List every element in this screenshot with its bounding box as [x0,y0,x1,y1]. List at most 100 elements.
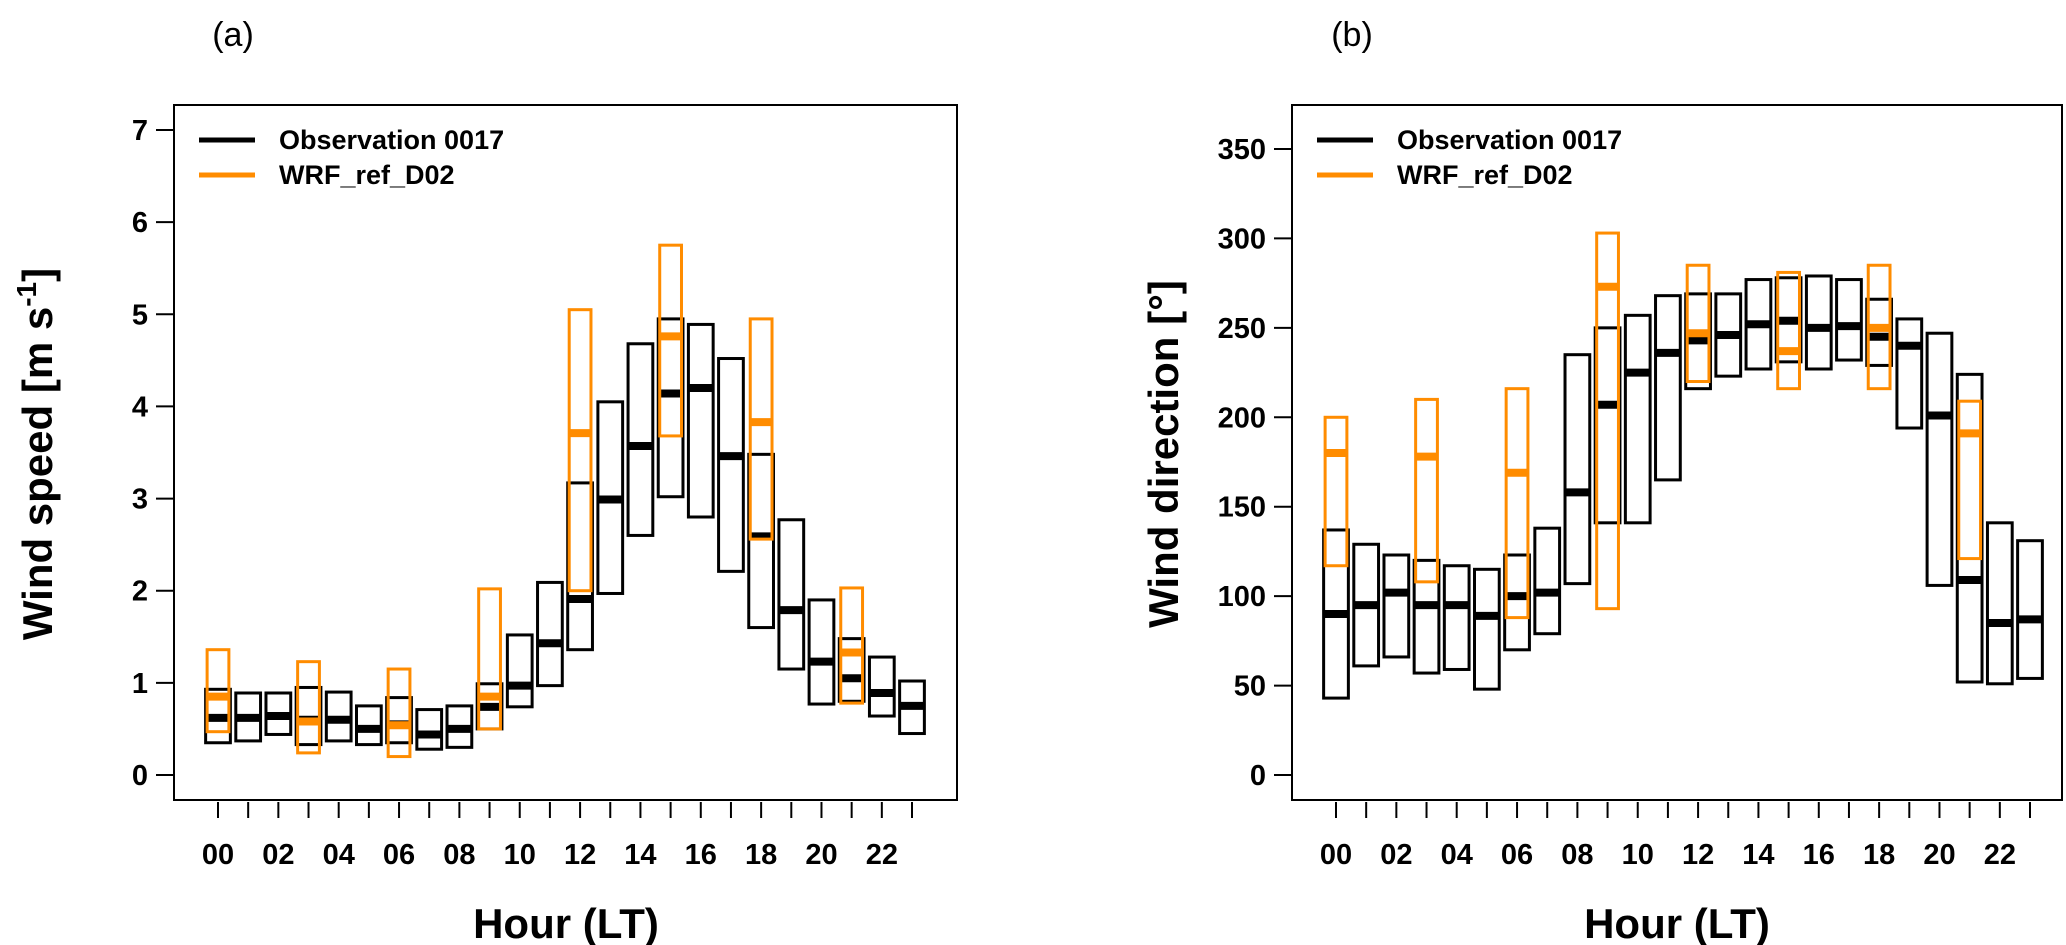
obs-box [1382,553,1411,659]
wrf-box [1414,397,1439,584]
legend-label-wrf: WRF_ref_D02 [1397,160,1573,190]
y-tick-label: 0 [132,760,148,792]
wrf-box [1685,263,1711,384]
y-tick-label: 100 [1218,581,1266,613]
obs-box [626,342,655,537]
wrf-box [296,660,321,755]
obs-box [1835,278,1863,362]
x-tick-label: 22 [866,839,898,871]
wrf-box [1595,231,1620,611]
x-tick-label: 16 [1803,839,1835,871]
obs-box [747,452,776,630]
obs-box [1895,317,1924,430]
x-tick-label: 08 [1561,839,1593,871]
obs-box [2016,539,2044,680]
obs-box [686,322,715,519]
wrf-box [386,667,412,759]
y-tick-label: 150 [1218,492,1266,524]
panel-label: (a) [212,16,254,54]
y-tick-label: 50 [1234,671,1266,703]
wrf-box [1957,399,1983,561]
panel-label: (b) [1331,16,1373,54]
x-tick-label: 20 [1923,839,1955,871]
obs-box [867,655,896,718]
obs-box [656,317,685,499]
wrf-box [748,317,774,541]
obs-box [1955,372,1984,684]
obs-box [1593,326,1622,525]
obs-box [1503,553,1531,652]
y-tick-label: 350 [1218,134,1266,166]
y-tick-label: 6 [132,207,148,239]
obs-box [717,357,745,573]
x-tick-label: 12 [564,839,596,871]
x-tick-label: 14 [1742,839,1774,871]
x-axis-title: Hour (LT) [473,900,659,945]
obs-box [385,696,413,745]
x-tick-label: 02 [1380,839,1412,871]
panel-b-wind-direction: (b) Wind direction [°] Hour (LT) Observa… [1140,16,2063,945]
x-tick-label: 10 [504,839,536,871]
obs-box [1654,294,1682,482]
obs-box [1623,313,1652,525]
obs-box [1533,526,1562,636]
y-axis-title: Wind direction [°] [1140,280,1187,628]
wrf-box [1776,270,1801,391]
x-axis-title: Hour (LT) [1584,900,1770,945]
obs-box [1985,521,2014,686]
obs-box [415,708,444,751]
obs-box [1865,297,1894,367]
obs-box [536,580,564,688]
wrf-box [839,586,865,705]
y-tick-label: 300 [1218,223,1266,255]
x-tick-label: 18 [1863,839,1895,871]
wrf-box [567,308,593,593]
obs-box [1925,331,1954,587]
x-tick-label: 10 [1622,839,1654,871]
legend-label-observation: Observation 0017 [279,125,504,155]
obs-box [807,598,836,706]
plot-frame [1291,104,2063,801]
obs-box [505,633,534,709]
wrf-box [1504,387,1530,620]
y-tick-label: 7 [132,115,148,147]
x-tick-label: 06 [383,839,415,871]
panel-a-wind-speed: (a) Wind speed [m s-1] Hour (LT) Observa… [11,16,958,945]
obs-box [1412,558,1441,675]
obs-box [1804,274,1833,371]
x-tick-label: 16 [685,839,717,871]
y-tick-label: 250 [1218,313,1266,345]
obs-box [1442,564,1471,671]
legend-label-observation: Observation 0017 [1397,125,1622,155]
x-tick-label: 04 [1441,839,1473,871]
y-tick-label: 200 [1218,402,1266,434]
obs-box [1563,353,1592,586]
y-tick-label: 5 [132,299,148,331]
obs-box [837,637,866,703]
y-tick-label: 4 [132,391,148,423]
y-tick-label: 0 [1250,760,1266,792]
y-tick-label: 1 [132,668,148,700]
y-tick-label: 2 [132,576,148,608]
x-tick-label: 06 [1501,839,1533,871]
x-tick-label: 22 [1984,839,2016,871]
x-tick-label: 04 [323,839,355,871]
obs-box [566,481,594,652]
obs-box [1472,567,1501,691]
y-tick-label: 3 [132,484,148,516]
x-tick-label: 18 [745,839,777,871]
x-tick-label: 00 [202,839,234,871]
x-tick-label: 02 [262,839,294,871]
wrf-box [205,648,231,734]
wrf-box [658,243,683,438]
x-tick-label: 00 [1320,839,1352,871]
x-tick-label: 12 [1682,839,1714,871]
legend-label-wrf: WRF_ref_D02 [279,160,455,190]
plot-frame [173,104,958,801]
wrf-box [477,587,502,731]
x-tick-label: 08 [443,839,475,871]
x-tick-label: 20 [805,839,837,871]
y-axis-title: Wind speed [m s-1] [11,268,61,640]
obs-box [777,518,806,671]
